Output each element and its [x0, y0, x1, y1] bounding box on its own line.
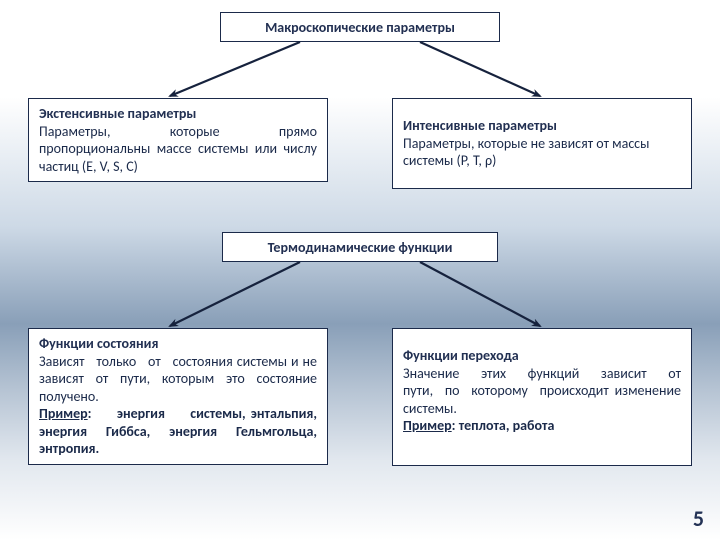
state-fn-example: Пример: энергия системы, энтальпия, энер… — [39, 405, 317, 458]
box-state-functions: Функции состояния Зависят только от сост… — [28, 328, 328, 465]
box-intensive: Интенсивные параметры Параметры, которые… — [392, 98, 692, 189]
state-fn-heading: Функции состояния — [39, 335, 317, 353]
box-thermodynamic: Термодинамические функции — [222, 232, 498, 262]
state-fn-body: Зависят только от состояния системы и не… — [39, 353, 317, 406]
intensive-heading: Интенсивные параметры — [403, 117, 681, 135]
box-extensive: Экстенсивные параметры Параметры, которы… — [28, 98, 328, 182]
box-transition-functions: Функции перехода Значение этих функций з… — [392, 328, 692, 466]
extensive-heading: Экстенсивные параметры — [39, 105, 317, 123]
transition-fn-example-text: : теплота, работа — [452, 417, 555, 434]
transition-fn-heading: Функции перехода — [403, 347, 681, 365]
extensive-body: Параметры, которые прямо пропорциональны… — [39, 123, 317, 176]
transition-fn-example: Пример: теплота, работа — [403, 417, 681, 435]
page-number: 5 — [693, 505, 704, 532]
intensive-body: Параметры, которые не зависят от массы с… — [403, 135, 681, 170]
state-fn-example-label: Пример — [39, 405, 88, 422]
macroscopic-title: Макроскопические параметры — [265, 19, 455, 36]
thermodynamic-title: Термодинамические функции — [268, 239, 453, 256]
transition-fn-body: Значение этих функций зависит от пути, п… — [403, 365, 681, 418]
transition-fn-example-label: Пример — [403, 417, 452, 434]
box-macroscopic: Макроскопические параметры — [220, 12, 500, 42]
